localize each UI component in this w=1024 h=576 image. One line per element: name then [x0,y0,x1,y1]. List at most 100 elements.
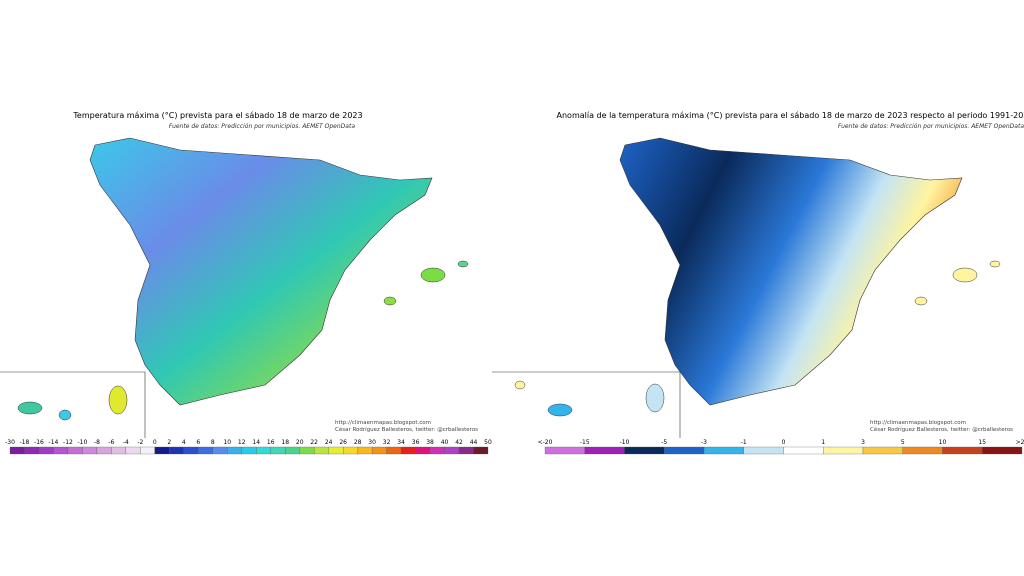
island [514,380,526,390]
legend-label: -18 [20,439,30,446]
legend-label: <-20 [538,439,553,446]
legend-swatch [38,446,54,455]
legend-label: 5 [901,439,905,446]
legend-swatch [169,446,184,455]
legend-label: 8 [211,439,215,446]
legend-label: 16 [267,439,275,446]
legend-swatch [67,446,83,455]
legend-label: -10 [78,439,88,446]
inset-frame [0,371,146,438]
legend-swatch [183,446,199,455]
legend-swatch [400,446,416,455]
inset-frame [492,371,681,438]
legend-swatch [227,446,242,455]
legend-swatch [140,446,155,455]
legend-label: 42 [455,439,463,446]
legend-label: 12 [238,439,246,446]
legend-swatch [328,446,344,455]
legend-label: 50 [484,439,492,446]
legend-swatch [415,446,431,455]
legend-swatch [9,446,25,455]
spain-shape [89,137,433,406]
legend-label: -12 [63,439,73,446]
legend-label: 18 [281,439,289,446]
legend-swatch [458,446,474,455]
legend-swatch [544,446,585,455]
legend-label: 10 [223,439,231,446]
island [420,267,446,283]
map-subtitle: Fuente de datos: Predicción por municipi… [169,123,355,130]
legend-swatch [473,446,489,455]
legend-swatch [942,446,983,455]
legend-label: -2 [137,439,143,446]
island [108,385,128,415]
legend-swatch [241,446,257,455]
legend-label: 22 [310,439,318,446]
legend-label: -10 [620,439,630,446]
legend-swatch [96,446,112,455]
island [547,403,573,417]
legend-label: 2 [167,439,171,446]
legend-swatch [212,446,228,455]
legend-label: -16 [34,439,44,446]
legend-swatch [82,446,98,455]
legend-label: -3 [701,439,707,446]
legend-swatch [24,446,40,455]
legend-label: 0 [153,439,157,446]
island [17,401,43,415]
legend-swatch [664,446,705,455]
legend-swatch [53,446,69,455]
credit-author: César Rodríguez Ballesteros, twitter: @c… [335,426,478,433]
legend-label: 3 [861,439,865,446]
legend-swatch [444,446,460,455]
legend-label: 26 [339,439,347,446]
island [914,296,928,306]
legend-swatch [125,446,141,455]
legend-swatch [624,446,665,455]
legend-label: -6 [108,439,114,446]
legend-label: 36 [412,439,420,446]
map-panel [492,137,1001,438]
legend-swatch [386,446,402,455]
legend-label: 28 [354,439,362,446]
legend-swatch [285,446,300,455]
legend-swatch [862,446,903,455]
legend-label: -30 [5,439,15,446]
legend-label: 20 [296,439,304,446]
legend-label: 14 [252,439,260,446]
island [952,267,978,283]
map-title: Temperatura máxima (°C) prevista para el… [72,111,362,120]
legend-swatch [270,446,286,455]
legend-label: >20 [1016,439,1024,446]
island [645,383,665,413]
credit-url: http://climaenmapas.blogspot.com [870,420,966,426]
legend-swatch [902,446,943,455]
legend-swatch [314,446,329,455]
legend-label: 4 [182,439,186,446]
legend-swatch [429,446,445,455]
legend-swatch [111,446,127,455]
map-title: Anomalía de la temperatura máxima (°C) p… [557,111,1024,120]
legend-swatch [343,446,358,455]
legend-swatch [357,446,373,455]
island [457,260,469,268]
legend-label: 6 [196,439,200,446]
legend-label: 1 [821,439,825,446]
legend-label: 40 [441,439,449,446]
island [58,409,72,421]
legend-swatch [256,446,271,455]
legend-label: -8 [94,439,100,446]
legend-label: -14 [49,439,59,446]
spain-shape [619,137,963,406]
legend-swatch [584,446,625,455]
credit-url: http://climaenmapas.blogspot.com [335,420,431,426]
legend-swatch [783,446,824,455]
legend-swatch [198,446,213,455]
legend-label: 38 [426,439,434,446]
legend-swatch [154,446,170,455]
legend-label: 24 [325,439,333,446]
legend-label: 10 [939,439,947,446]
island [383,296,397,306]
credit-author: César Rodríguez Ballesteros, twitter: @c… [870,426,1013,433]
